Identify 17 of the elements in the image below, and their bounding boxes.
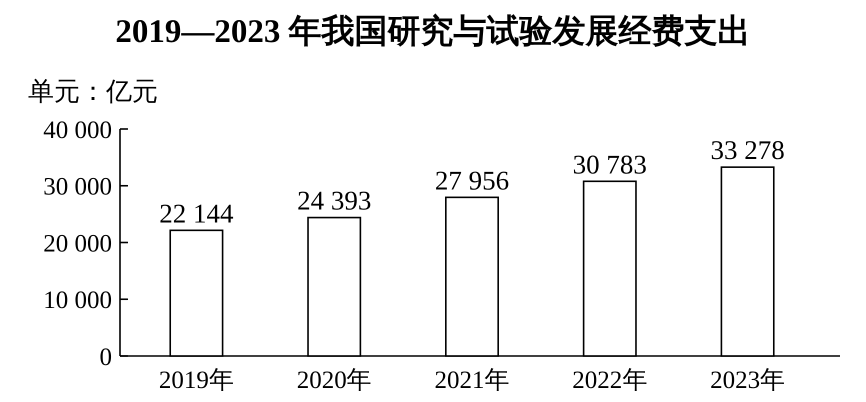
y-tick-label: 0 — [100, 344, 112, 371]
y-tick-label: 30 000 — [43, 174, 112, 200]
data-label: 24 393 — [297, 186, 372, 216]
data-label: 33 278 — [710, 135, 785, 166]
y-tick-label: 10 000 — [43, 287, 112, 314]
chart-title: 2019—2023 年我国研究与试验发展经费支出 — [115, 13, 751, 50]
x-tick-label: 2022年 — [572, 367, 648, 394]
x-tick-label: 2023年 — [710, 367, 786, 394]
data-label: 22 144 — [159, 198, 234, 228]
y-tick-label: 40 000 — [43, 116, 112, 144]
y-tick-label: 20 000 — [43, 230, 112, 258]
y-axis-title: 单元：亿元 — [28, 77, 158, 106]
x-tick-label: 2019年 — [158, 367, 234, 394]
x-tick-label: 2020年 — [296, 367, 372, 394]
x-tick-label: 2021年 — [434, 367, 510, 394]
data-label: 27 956 — [434, 165, 510, 196]
data-label: 30 783 — [572, 149, 647, 180]
